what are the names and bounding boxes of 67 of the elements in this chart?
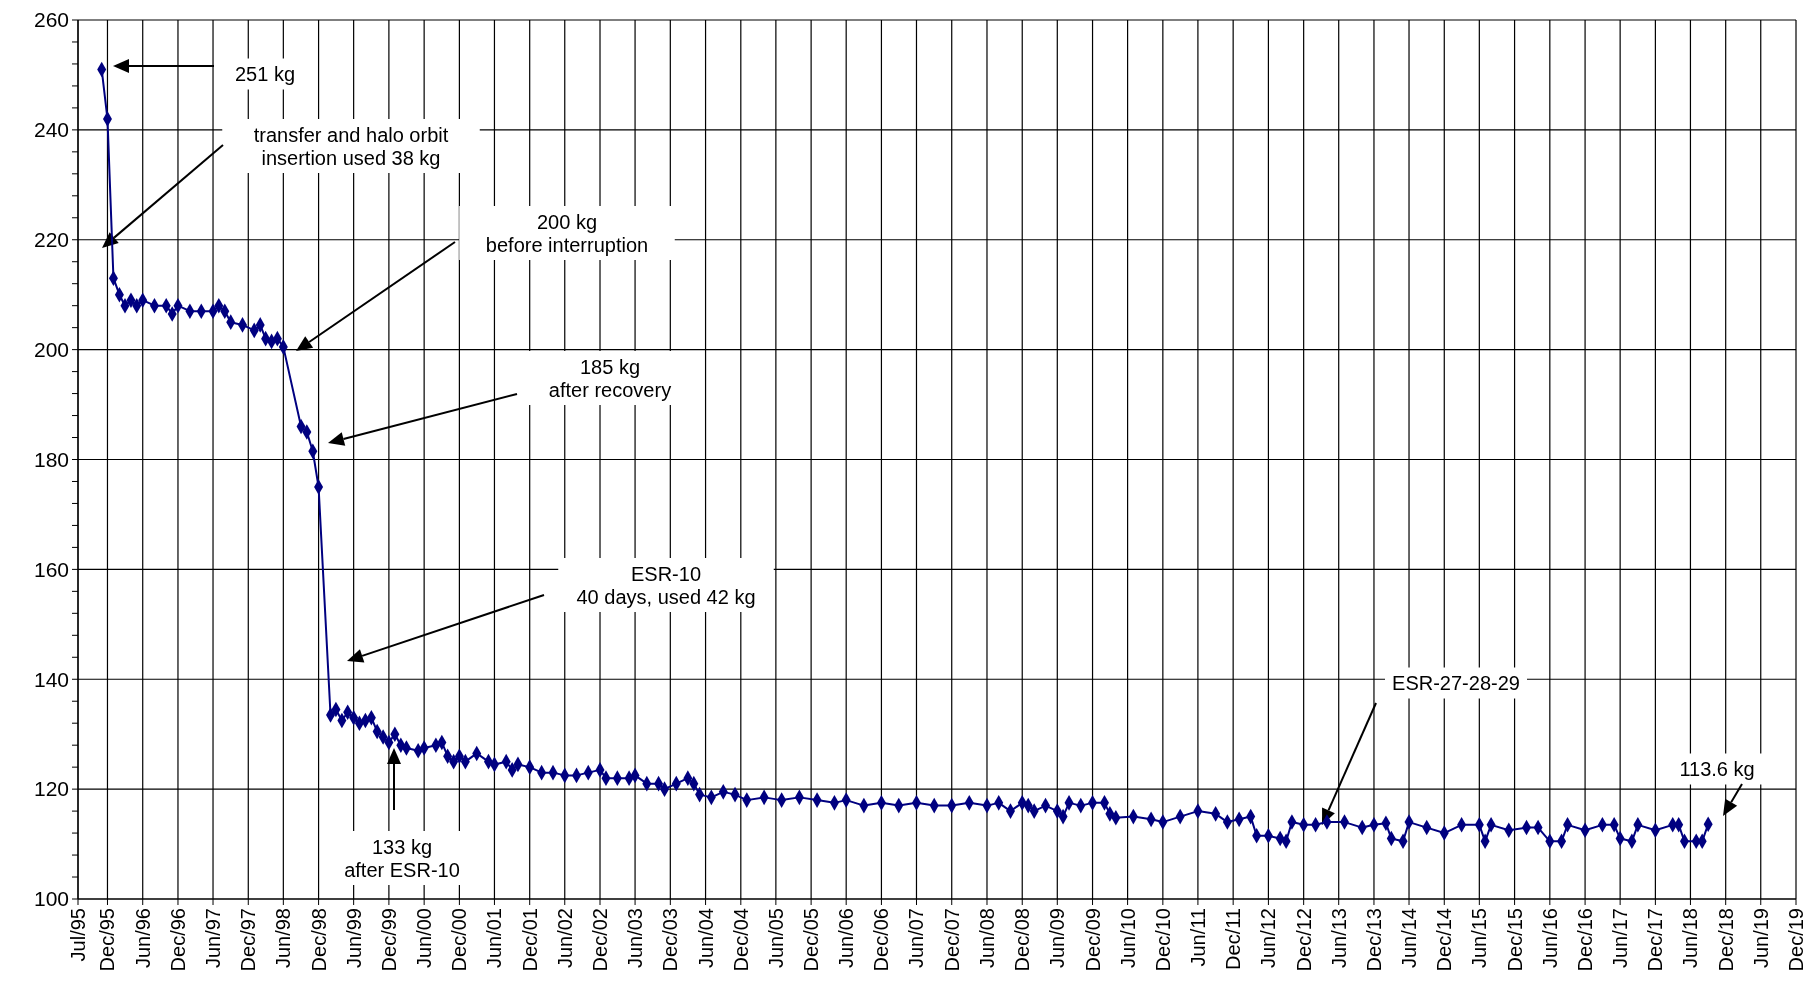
x-tick-label: Dec/97 xyxy=(237,908,260,972)
y-tick-label: 140 xyxy=(33,667,69,691)
x-tick-label: Jun/01 xyxy=(483,908,506,969)
y-tick-label: 160 xyxy=(33,557,69,581)
x-tick-label: Dec/19 xyxy=(1785,908,1807,972)
x-tick-label: Dec/11 xyxy=(1222,908,1245,970)
x-tick-label: Dec/03 xyxy=(659,908,682,972)
x-tick-label: Jun/16 xyxy=(1538,908,1561,969)
x-tick-label: Dec/15 xyxy=(1503,908,1526,972)
x-tick-label: Dec/02 xyxy=(589,908,612,972)
x-tick-label: Jun/19 xyxy=(1749,908,1772,969)
y-tick-label: 240 xyxy=(33,118,69,142)
x-tick-label: Dec/09 xyxy=(1081,908,1104,972)
x-tick-label: Dec/04 xyxy=(729,908,752,972)
annotation: 133 kg after ESR-10 xyxy=(344,835,460,881)
annotation: 200 kg before interruption xyxy=(485,210,649,256)
x-tick-label: Jun/04 xyxy=(694,908,717,969)
x-tick-label: Dec/00 xyxy=(448,908,471,972)
x-tick-label: Dec/99 xyxy=(377,908,400,972)
x-tick-label: Jun/05 xyxy=(764,908,787,969)
x-tick-label: Jun/03 xyxy=(624,908,647,969)
x-tick-label: Jun/00 xyxy=(413,908,436,969)
annotation: ESR-10 40 days, used 42 kg xyxy=(576,562,756,608)
x-tick-label: Jun/13 xyxy=(1327,908,1350,969)
x-tick-label: Dec/16 xyxy=(1574,908,1597,972)
x-tick-label: Dec/10 xyxy=(1151,908,1174,972)
y-tick-label: 200 xyxy=(33,337,69,361)
x-tick-label: Dec/05 xyxy=(800,908,823,972)
y-tick-label: 220 xyxy=(33,228,69,252)
y-tick-label: 120 xyxy=(33,777,69,801)
x-tick-label: Dec/12 xyxy=(1292,908,1315,972)
x-tick-label: Jun/98 xyxy=(272,908,295,969)
x-tick-label: Dec/95 xyxy=(96,908,119,972)
x-tick-label: Jun/10 xyxy=(1116,908,1139,969)
x-tick-label: Jun/02 xyxy=(553,908,576,969)
x-tick-label: Jun/99 xyxy=(342,908,365,969)
y-tick-label: 260 xyxy=(33,8,69,32)
annotation: transfer and halo orbit insertion used 38 kg xyxy=(253,123,449,169)
x-tick-label: Jun/11 xyxy=(1186,908,1209,967)
annotation: 185 kg after recovery xyxy=(548,355,672,401)
x-tick-label: Jun/07 xyxy=(905,908,928,969)
x-tick-label: Jun/15 xyxy=(1468,908,1491,969)
x-tick-label: Dec/17 xyxy=(1644,908,1667,972)
annotation: ESR-27-28-29 xyxy=(1392,672,1520,694)
x-tick-label: Dec/14 xyxy=(1433,908,1456,972)
x-tick-label: Dec/06 xyxy=(870,908,893,972)
x-tick-label: Dec/08 xyxy=(1011,908,1034,972)
x-tick-label: Jul/95 xyxy=(67,908,89,962)
annotation: 251 kg xyxy=(234,63,296,85)
x-tick-label: Jun/17 xyxy=(1609,908,1632,969)
x-tick-label: Jun/09 xyxy=(1046,908,1069,969)
x-tick-label: Dec/13 xyxy=(1362,908,1385,972)
x-tick-label: Jun/08 xyxy=(975,908,998,969)
annotation: 113.6 kg xyxy=(1679,758,1755,780)
x-tick-label: Dec/96 xyxy=(166,908,189,972)
x-tick-label: Dec/98 xyxy=(307,908,330,972)
x-tick-label: Dec/01 xyxy=(518,908,541,972)
x-tick-label: Jun/12 xyxy=(1257,908,1280,969)
y-tick-label: 100 xyxy=(33,887,69,911)
x-tick-label: Dec/18 xyxy=(1714,908,1737,972)
y-tick-label: 180 xyxy=(33,447,69,471)
x-tick-label: Jun/97 xyxy=(202,908,225,969)
x-tick-label: Jun/14 xyxy=(1398,908,1421,969)
x-tick-label: Jun/96 xyxy=(131,908,154,969)
x-tick-label: Dec/07 xyxy=(940,908,963,972)
x-tick-label: Jun/18 xyxy=(1679,908,1702,969)
x-tick-label: Jun/06 xyxy=(835,908,858,969)
